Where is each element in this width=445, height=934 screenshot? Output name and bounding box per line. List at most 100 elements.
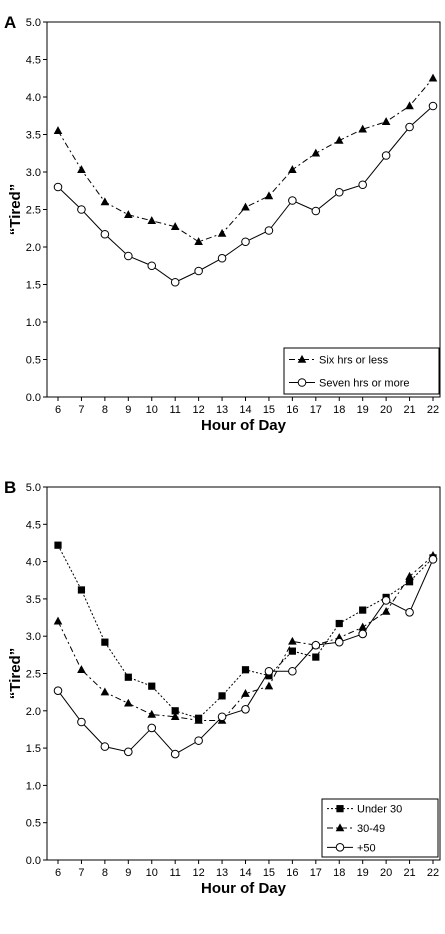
x-tick-label: 15 (263, 867, 275, 879)
data-point (382, 152, 390, 160)
data-point (406, 609, 414, 617)
data-point (312, 641, 320, 649)
x-tick-label: 12 (193, 404, 205, 416)
x-axis-title: Hour of Day (201, 880, 287, 897)
data-point (288, 637, 297, 645)
x-tick-label: 8 (102, 867, 108, 879)
data-point (218, 713, 226, 721)
legend-marker (336, 844, 344, 852)
data-point (147, 216, 156, 224)
y-tick-label: 5.0 (26, 482, 41, 494)
y-tick-label: 0.0 (26, 392, 41, 404)
data-point (265, 667, 273, 675)
data-point (359, 606, 366, 613)
data-point (265, 227, 273, 235)
data-point (218, 229, 227, 237)
series-line (58, 106, 433, 282)
y-tick-label: 3.5 (26, 130, 41, 142)
data-point (77, 665, 86, 673)
data-point (289, 667, 297, 675)
data-point (147, 710, 156, 718)
y-tick-label: 4.5 (26, 55, 41, 67)
data-point (101, 230, 109, 238)
data-point (124, 699, 133, 707)
y-tick-label: 0.5 (26, 818, 41, 830)
data-point (289, 197, 297, 205)
x-tick-label: 17 (310, 867, 322, 879)
data-point (78, 586, 85, 593)
x-tick-label: 10 (146, 867, 158, 879)
data-point (429, 74, 438, 82)
data-point (241, 203, 250, 211)
data-point (265, 191, 274, 199)
x-tick-label: 16 (286, 404, 298, 416)
x-tick-label: 22 (427, 867, 439, 879)
legend-marker (336, 805, 343, 812)
x-tick-label: 14 (239, 867, 251, 879)
data-point (195, 737, 203, 745)
data-point (195, 267, 203, 275)
y-tick-label: 4.0 (26, 557, 41, 569)
data-point (125, 748, 133, 756)
data-point (382, 597, 390, 605)
x-tick-label: 19 (357, 404, 369, 416)
data-point (101, 743, 109, 751)
y-tick-label: 3.0 (26, 167, 41, 179)
y-tick-label: 0.0 (26, 855, 41, 867)
y-tick-label: 3.0 (26, 631, 41, 643)
chart-panel-a: A 0.0 0.5 1.0 1.5 2.0 2.5 3.0 3.5 4.0 4.5 5.0 6 7 8 9 10… (4, 13, 440, 434)
data-point (125, 252, 133, 260)
legend-label: Under 30 (357, 804, 402, 816)
data-point (78, 206, 86, 214)
x-axis-title: Hour of Day (201, 417, 287, 434)
data-point (148, 724, 156, 732)
y-tick-label: 3.5 (26, 594, 41, 606)
data-point (77, 165, 86, 173)
data-point (312, 653, 319, 660)
x-tick-label: 14 (239, 404, 251, 416)
y-tick-label: 1.5 (26, 280, 41, 292)
x-tick-label: 9 (125, 404, 131, 416)
data-point (335, 136, 344, 144)
data-point (124, 210, 133, 218)
x-tick-label: 16 (286, 867, 298, 879)
y-tick-label: 4.5 (26, 519, 41, 531)
y-tick-label: 0.5 (26, 355, 41, 367)
legend-label: 30-49 (357, 823, 385, 835)
data-point (125, 674, 132, 681)
data-point (148, 683, 155, 690)
y-tick-label: 1.0 (26, 780, 41, 792)
x-tick-label: 8 (102, 404, 108, 416)
data-point (101, 688, 110, 696)
x-tick-label: 19 (357, 867, 369, 879)
data-point (336, 620, 343, 627)
data-point (54, 542, 61, 549)
data-point (429, 102, 437, 110)
legend-label: Seven hrs or more (319, 378, 409, 390)
x-tick-label: 13 (216, 404, 228, 416)
x-tick-label: 20 (380, 867, 392, 879)
data-point (54, 687, 62, 695)
data-point (406, 123, 414, 131)
x-tick-label: 21 (403, 404, 415, 416)
x-tick-label: 7 (78, 867, 84, 879)
y-tick-label: 4.0 (26, 92, 41, 104)
data-point (405, 572, 414, 580)
data-point (288, 165, 297, 173)
x-tick-label: 17 (310, 404, 322, 416)
data-point (289, 648, 296, 655)
y-axis-title: “Tired” (7, 184, 24, 235)
x-tick-label: 7 (78, 404, 84, 416)
y-tick-label: 2.5 (26, 669, 41, 681)
x-tick-label: 20 (380, 404, 392, 416)
data-point (242, 706, 250, 714)
data-point (148, 262, 156, 270)
y-axis-title: “Tired” (7, 648, 24, 699)
data-point (171, 278, 179, 286)
x-tick-label: 10 (146, 404, 158, 416)
x-tick-label: 6 (55, 867, 61, 879)
data-point (359, 181, 367, 189)
x-tick-label: 11 (169, 404, 180, 416)
x-tick-label: 18 (333, 404, 345, 416)
